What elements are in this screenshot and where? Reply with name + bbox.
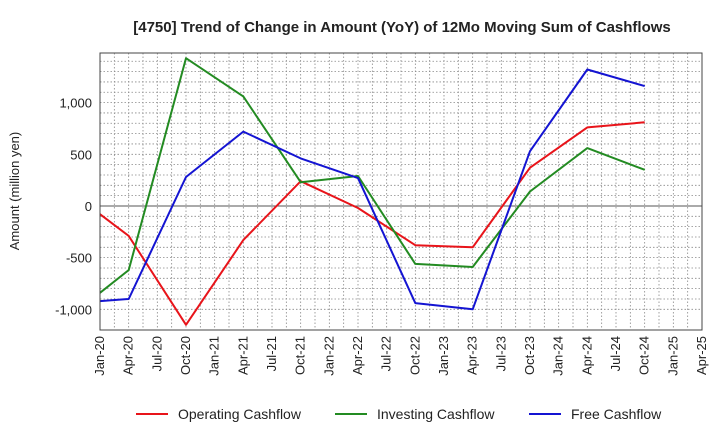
legend: Operating Cashflow Investing Cashflow Free… — [136, 406, 662, 422]
x-tick-label: Jan-23 — [436, 336, 451, 376]
legend-label-free-cashflow: Free Cashflow — [571, 406, 662, 422]
x-tick-label: Oct-23 — [522, 336, 537, 375]
x-tick-label: Jul-24 — [608, 336, 623, 371]
x-tick-label: Apr-24 — [579, 336, 594, 375]
x-tick-label: Jan-25 — [665, 336, 680, 376]
operating-cashflow-line — [99, 121, 645, 326]
legend-label-investing-cashflow: Investing Cashflow — [377, 406, 495, 422]
x-tick-label: Oct-20 — [178, 336, 193, 375]
x-tick-label: Apr-21 — [235, 336, 250, 375]
investing-cashflow-line — [99, 57, 646, 294]
x-tick-label: Oct-21 — [293, 336, 308, 375]
x-tick-label: Jul-20 — [149, 336, 164, 371]
x-tick-label: Oct-22 — [407, 336, 422, 375]
x-tick-label: Apr-22 — [350, 336, 365, 375]
x-tick-label: Oct-24 — [637, 336, 652, 375]
x-tick-label: Jul-23 — [493, 336, 508, 371]
x-tick-label: Jan-24 — [551, 336, 566, 376]
free-cashflow-line — [99, 68, 645, 311]
legend-label-operating-cashflow: Operating Cashflow — [178, 406, 302, 422]
plot-frame — [99, 52, 703, 331]
x-tick-label: Apr-23 — [465, 336, 480, 375]
x-tick-label: Jan-20 — [92, 336, 107, 376]
x-tick-label: Apr-20 — [121, 336, 136, 375]
y-tick-label: -500 — [66, 251, 92, 266]
y-tick-label: 0 — [85, 199, 92, 214]
series-lines — [99, 57, 646, 326]
grid — [99, 53, 703, 330]
y-tick-label: 500 — [70, 147, 92, 162]
x-tick-labels: Jan-20 Apr-20 Jul-20 Oct-20 Jan-21 Apr-21 Jul-… — [92, 336, 709, 376]
x-tick-label: Jul-22 — [379, 336, 394, 371]
x-tick-label: Jan-21 — [207, 336, 222, 376]
y-axis-label: Amount (million yen) — [7, 132, 22, 251]
x-tick-label: Apr-25 — [694, 336, 709, 375]
x-tick-label: Jul-21 — [264, 336, 279, 371]
y-tick-labels: -1,000 -500 0 500 1,000 — [55, 96, 92, 318]
chart-title: [4750] Trend of Change in Amount (YoY) o… — [133, 19, 671, 36]
y-tick-label: -1,000 — [55, 302, 92, 317]
x-tick-label: Jan-22 — [321, 336, 336, 376]
y-tick-label: 1,000 — [59, 96, 92, 111]
